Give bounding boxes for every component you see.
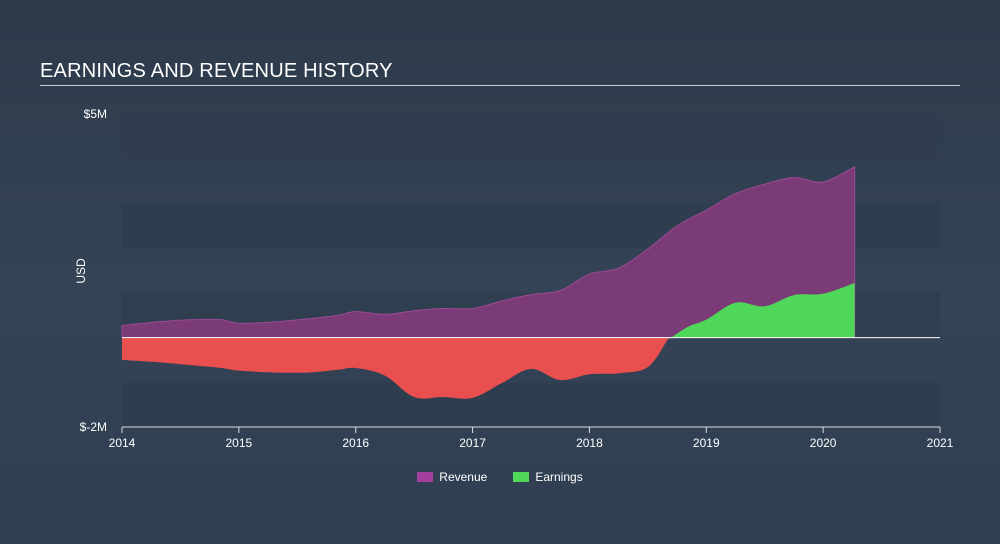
x-axis-ticks: 2014 2015 2016 2017 2018 2019 2020 2021	[109, 427, 954, 450]
x-tick-label: 2014	[109, 436, 136, 450]
grid-band	[122, 382, 940, 427]
legend-label-revenue: Revenue	[439, 470, 488, 484]
x-tick-label: 2017	[459, 436, 486, 450]
y-tick-label: $-2M	[80, 420, 107, 434]
chart-title: EARNINGS AND REVENUE HISTORY	[40, 60, 393, 82]
x-tick-label: 2019	[693, 436, 720, 450]
x-tick-label: 2020	[810, 436, 837, 450]
x-tick-label: 2015	[226, 436, 253, 450]
x-tick-label: 2016	[342, 436, 369, 450]
legend-swatch-earnings	[513, 472, 530, 482]
legend-item-earnings[interactable]: Earnings	[513, 470, 583, 484]
x-tick-label: 2021	[927, 436, 954, 450]
y-axis-label: USD	[74, 258, 88, 284]
revenue-area	[121, 165, 856, 339]
earnings-area-positive	[671, 283, 855, 338]
legend-label-earnings: Earnings	[535, 470, 583, 484]
y-axis-ticks: $5M $-2M	[80, 107, 107, 434]
legend-swatch-revenue	[417, 472, 434, 482]
chart-legend: Revenue Earnings	[0, 470, 1000, 484]
x-tick-label: 2018	[576, 436, 603, 450]
legend-item-revenue[interactable]: Revenue	[417, 470, 487, 484]
y-tick-label: $5M	[84, 107, 107, 121]
earnings-area-negative	[122, 336, 672, 399]
title-divider	[40, 85, 960, 86]
grid-band	[122, 114, 940, 159]
